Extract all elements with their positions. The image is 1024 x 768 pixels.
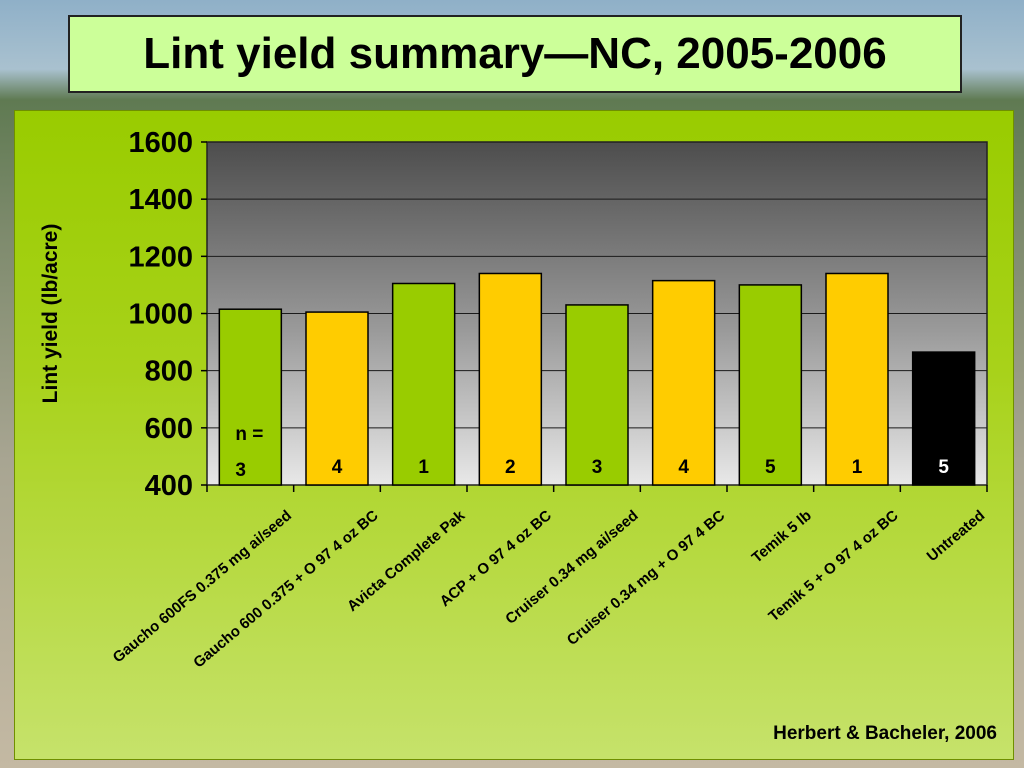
bar-chart: 400 600 800 1000 1200 1400 1600 Lint yield (lb/… bbox=[39, 127, 989, 672]
y-tick-label: 1000 bbox=[128, 299, 193, 331]
n-count-label: 3 bbox=[235, 460, 246, 481]
bar bbox=[305, 311, 369, 486]
n-count-label: 5 bbox=[938, 457, 949, 478]
n-count-label: 1 bbox=[852, 457, 863, 478]
y-tick-label: 1400 bbox=[128, 184, 193, 216]
bar bbox=[651, 279, 716, 486]
bar bbox=[738, 284, 803, 486]
chart-panel: 400 600 800 1000 1200 1400 1600 Lint yield (lb/… bbox=[14, 110, 1014, 760]
y-tick-label: 1600 bbox=[128, 127, 193, 159]
page-title: Lint yield summary—NC, 2005-2006 bbox=[143, 29, 887, 78]
n-count-label: 2 bbox=[505, 457, 516, 478]
y-tick-label: 600 bbox=[145, 413, 193, 445]
bar bbox=[565, 304, 629, 486]
y-tick-label: 400 bbox=[145, 470, 193, 502]
x-tick-label: Cruiser 0.34 mg + O 97 4 BC bbox=[564, 507, 729, 649]
credit-text: Herbert & Bacheler, 2006 bbox=[773, 723, 997, 744]
x-tick-label: Temik 5 lb bbox=[749, 507, 815, 566]
x-tick-label: Gaucho 600 0.375 + O 97 4 oz BC bbox=[190, 507, 381, 672]
bar bbox=[218, 308, 283, 486]
n-count-label: 4 bbox=[678, 457, 689, 478]
bar bbox=[478, 272, 543, 486]
n-prefix-label: n = bbox=[235, 424, 263, 445]
n-count-label: 3 bbox=[592, 457, 603, 478]
bar bbox=[911, 351, 976, 486]
y-tick-label: 1200 bbox=[128, 241, 193, 273]
title-box: Lint yield summary—NC, 2005-2006 bbox=[68, 15, 962, 93]
x-tick-label: Untreated bbox=[924, 507, 989, 565]
bar bbox=[391, 282, 456, 486]
n-count-label: 5 bbox=[765, 457, 776, 478]
bar bbox=[825, 272, 889, 486]
n-count-label: 1 bbox=[418, 457, 429, 478]
y-tick-label: 800 bbox=[145, 356, 193, 388]
n-count-label: 4 bbox=[332, 457, 343, 478]
x-tick-label: Gaucho 600FS 0.375 mg ai/seed bbox=[110, 507, 295, 666]
y-axis-label: Lint yield (lb/acre) bbox=[39, 224, 62, 404]
